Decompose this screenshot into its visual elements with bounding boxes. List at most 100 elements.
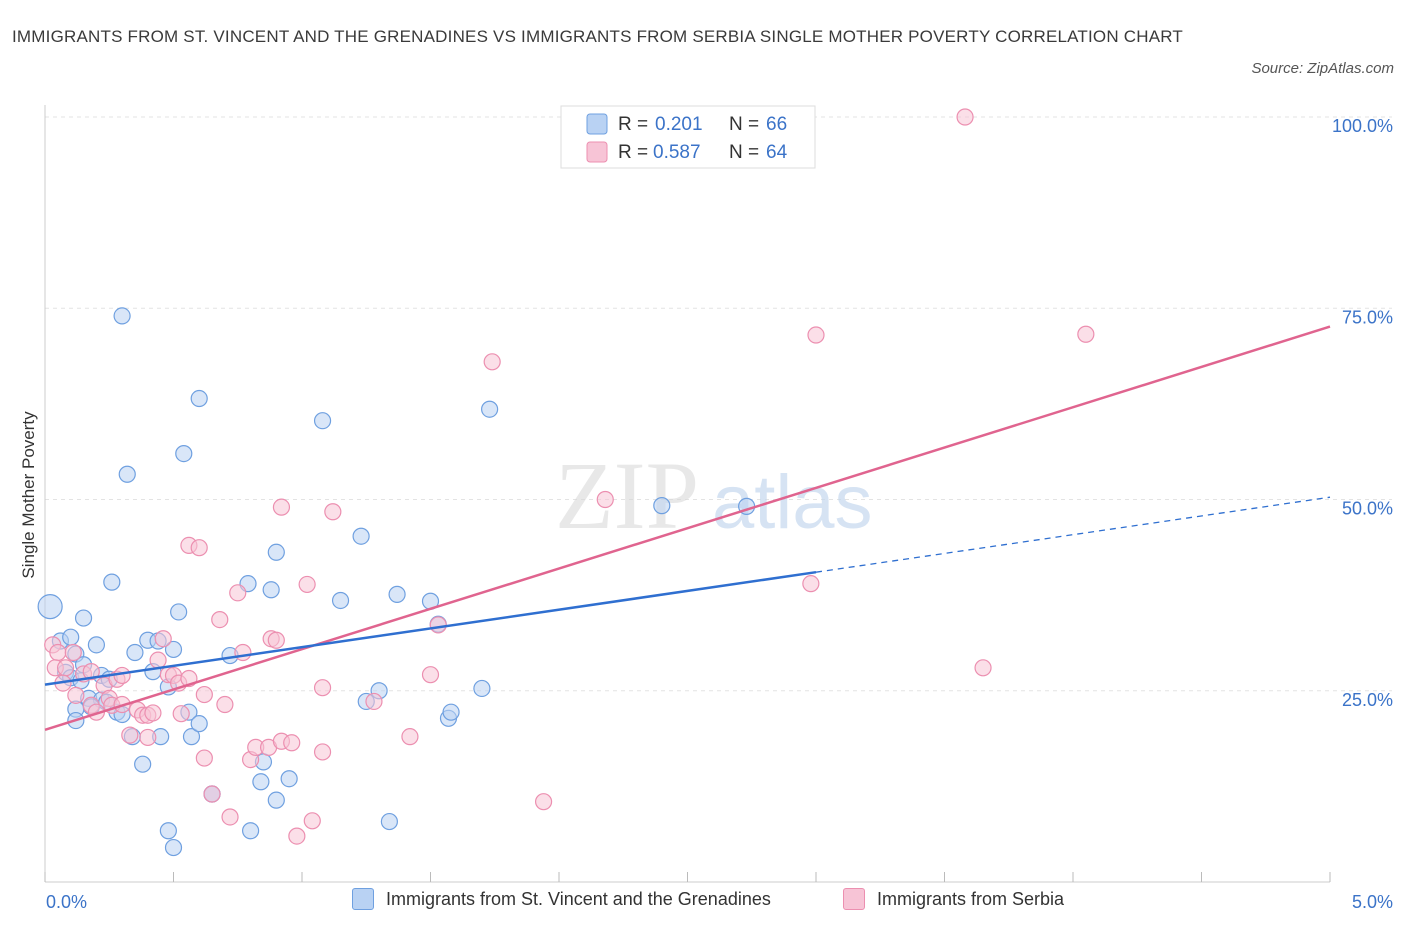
data-point <box>1077 325 1095 343</box>
data-point <box>195 685 213 704</box>
data-point <box>113 307 131 325</box>
tick-labels: 25.0% 50.0% 75.0% 100.0% 0.0% 5.0% <box>46 116 1393 912</box>
legend-item-serbia[interactable]: Immigrants from Serbia <box>843 888 1064 910</box>
legend-r-label: R = <box>618 142 648 163</box>
data-point <box>126 643 144 662</box>
data-point <box>267 543 285 561</box>
data-point <box>234 643 252 662</box>
legend-n-label: N = <box>729 114 759 135</box>
data-point <box>242 822 260 840</box>
data-point <box>421 666 440 684</box>
source-label: Source: ZipAtlas.com <box>1251 60 1394 77</box>
data-point <box>64 643 82 662</box>
legend-n-value: 66 <box>766 114 787 135</box>
trend-lines <box>44 325 1331 731</box>
data-point <box>262 581 280 599</box>
data-point <box>62 628 80 646</box>
data-point <box>154 630 172 648</box>
data-point <box>288 827 306 845</box>
data-point <box>283 734 301 752</box>
data-point <box>272 498 291 516</box>
data-point <box>56 659 75 677</box>
y-tick-label: 50.0% <box>1342 499 1393 519</box>
data-point <box>159 822 177 840</box>
data-point <box>190 715 208 733</box>
legend-n-value: 64 <box>766 142 788 163</box>
data-point <box>172 705 190 723</box>
data-point <box>67 686 85 704</box>
data-point <box>267 631 285 649</box>
data-point <box>313 679 332 697</box>
data-point <box>473 679 491 698</box>
data-point <box>313 412 332 430</box>
watermark-atlas: atlas <box>712 460 873 545</box>
data-point <box>298 575 316 594</box>
data-point <box>134 755 152 773</box>
grid-lines <box>45 116 1392 692</box>
legend-n-label: N = <box>729 142 759 163</box>
data-point <box>221 808 239 826</box>
x-tick-label: 0.0% <box>46 892 87 912</box>
trend-line-vincent-extension <box>815 496 1331 573</box>
data-point <box>203 785 221 803</box>
data-point <box>280 770 298 788</box>
data-point <box>442 703 460 721</box>
data-point <box>324 503 342 521</box>
data-point <box>388 585 406 603</box>
data-point <box>653 497 671 515</box>
data-point <box>170 603 188 621</box>
watermark: ZIP <box>555 442 699 549</box>
data-point <box>956 108 974 126</box>
data-point <box>429 616 447 634</box>
legend-r-label: R = <box>618 114 648 135</box>
legend-swatch-serbia <box>586 141 608 163</box>
legend-label-vincent: Immigrants from St. Vincent and the Gren… <box>386 888 771 909</box>
y-tick-label: 25.0% <box>1342 690 1393 710</box>
legend-r-value: 0.587 <box>653 142 701 163</box>
data-point <box>139 728 157 747</box>
trend-line-vincent <box>44 570 817 686</box>
y-tick-label: 100.0% <box>1332 116 1393 136</box>
data-point <box>49 643 67 662</box>
data-point <box>87 636 106 654</box>
data-point <box>303 812 321 830</box>
data-point <box>352 527 370 545</box>
data-point <box>211 611 229 629</box>
data-point <box>401 728 419 746</box>
legend-label-serbia: Immigrants from Serbia <box>877 888 1065 909</box>
data-point <box>313 743 332 761</box>
data-point <box>164 640 183 659</box>
stats-legend: R = 0.201 N = 66 R = 0.587 N = 64 <box>560 105 816 169</box>
data-point <box>149 651 167 669</box>
series-vincent-points <box>37 307 756 857</box>
legend-swatch <box>843 888 865 910</box>
data-point <box>807 326 825 344</box>
data-point <box>380 812 398 831</box>
legend-item-vincent[interactable]: Immigrants from St. Vincent and the Gren… <box>352 888 771 910</box>
series-legend: Immigrants from St. Vincent and the Gren… <box>0 888 1406 918</box>
data-point <box>802 575 820 593</box>
y-tick-label: 75.0% <box>1342 307 1393 327</box>
data-point <box>195 749 213 767</box>
data-point <box>182 728 201 746</box>
data-point <box>164 838 183 857</box>
data-point <box>974 659 992 677</box>
data-point <box>82 663 100 681</box>
y-axis-label: Single Mother Poverty <box>19 411 38 579</box>
axes <box>44 105 1331 883</box>
data-point <box>144 704 162 722</box>
data-point <box>596 490 614 509</box>
legend-r-value: 0.201 <box>655 114 703 135</box>
data-point <box>175 445 193 463</box>
data-point <box>118 465 136 483</box>
legend-swatch-vincent <box>586 113 608 135</box>
data-point <box>103 573 121 591</box>
data-point <box>229 584 247 602</box>
data-point <box>252 773 270 791</box>
series-serbia-points <box>44 108 1095 845</box>
data-point <box>481 400 499 418</box>
data-point <box>534 793 553 811</box>
data-point <box>190 389 208 408</box>
trend-line-serbia <box>44 325 1331 731</box>
